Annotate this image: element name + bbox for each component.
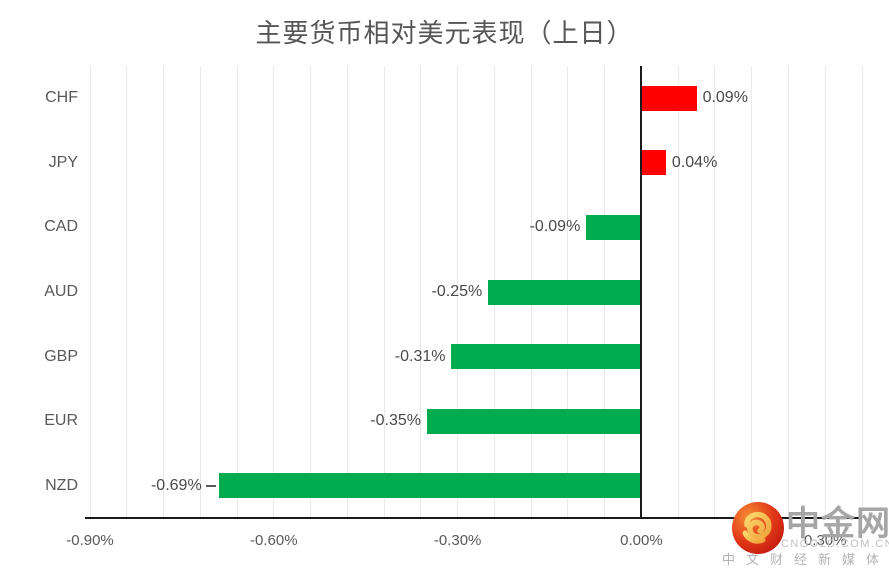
- gridline: [310, 66, 312, 518]
- x-tick-label: 0.00%: [620, 532, 663, 549]
- bar-value-label: -0.09%: [529, 218, 581, 236]
- bar-value-label: -0.35%: [370, 412, 421, 430]
- gridline: [751, 66, 753, 518]
- bar: [641, 85, 697, 111]
- category-label: CAD: [44, 218, 78, 236]
- bar: [451, 344, 642, 370]
- gridline: [346, 66, 348, 518]
- category-label: AUD: [44, 283, 78, 300]
- gridline: [383, 66, 385, 518]
- gridline: [677, 66, 679, 518]
- gridline: [714, 66, 716, 518]
- x-tick-label: -0.90%: [66, 532, 114, 549]
- bar-value-label: 0.09%: [702, 89, 748, 107]
- gridline: [420, 66, 422, 518]
- leader-line: [205, 484, 216, 487]
- category-label: JPY: [48, 153, 78, 171]
- watermark-domain-text: CNGOLD.COM.CN: [781, 538, 889, 550]
- category-label: CHF: [45, 89, 78, 107]
- cngold-watermark: 中金网 CNGOLD.COM.CN 中文财经新媒体: [720, 492, 889, 570]
- x-tick-label: 0.30%: [803, 532, 847, 549]
- bar: [641, 150, 666, 176]
- cngold-logo-icon: [732, 502, 784, 554]
- bar: [586, 214, 642, 240]
- watermark-brand-text: 中金网: [786, 505, 889, 543]
- gridline: [824, 66, 826, 518]
- x-tick-label: -0.60%: [250, 532, 298, 549]
- category-label: EUR: [44, 412, 78, 430]
- gridline: [126, 66, 128, 518]
- bar-value-label: -0.31%: [394, 347, 446, 365]
- zero-axis-line: [640, 66, 643, 518]
- category-label: NZD: [45, 476, 78, 494]
- gridline: [199, 66, 201, 518]
- gridline: [273, 66, 275, 518]
- gridline: [861, 66, 863, 518]
- category-label: GBP: [44, 347, 78, 365]
- x-axis-line: [85, 517, 862, 519]
- gridline: [89, 66, 91, 518]
- bar-value-label: -0.25%: [431, 283, 483, 300]
- gridline: [163, 66, 165, 518]
- gridline: [236, 66, 238, 518]
- chart-title: 主要货币相对美元表现（上日）: [255, 18, 634, 48]
- bar: [426, 408, 642, 434]
- gridline: [787, 66, 789, 518]
- bar: [218, 473, 642, 499]
- bar-value-label: 0.04%: [671, 153, 718, 171]
- watermark-tagline-text: 中文财经新媒体: [722, 552, 889, 567]
- x-tick-label: -0.30%: [433, 532, 482, 549]
- bar: [488, 279, 642, 305]
- gridline: [457, 66, 459, 518]
- bar-value-label: -0.69%: [150, 476, 202, 494]
